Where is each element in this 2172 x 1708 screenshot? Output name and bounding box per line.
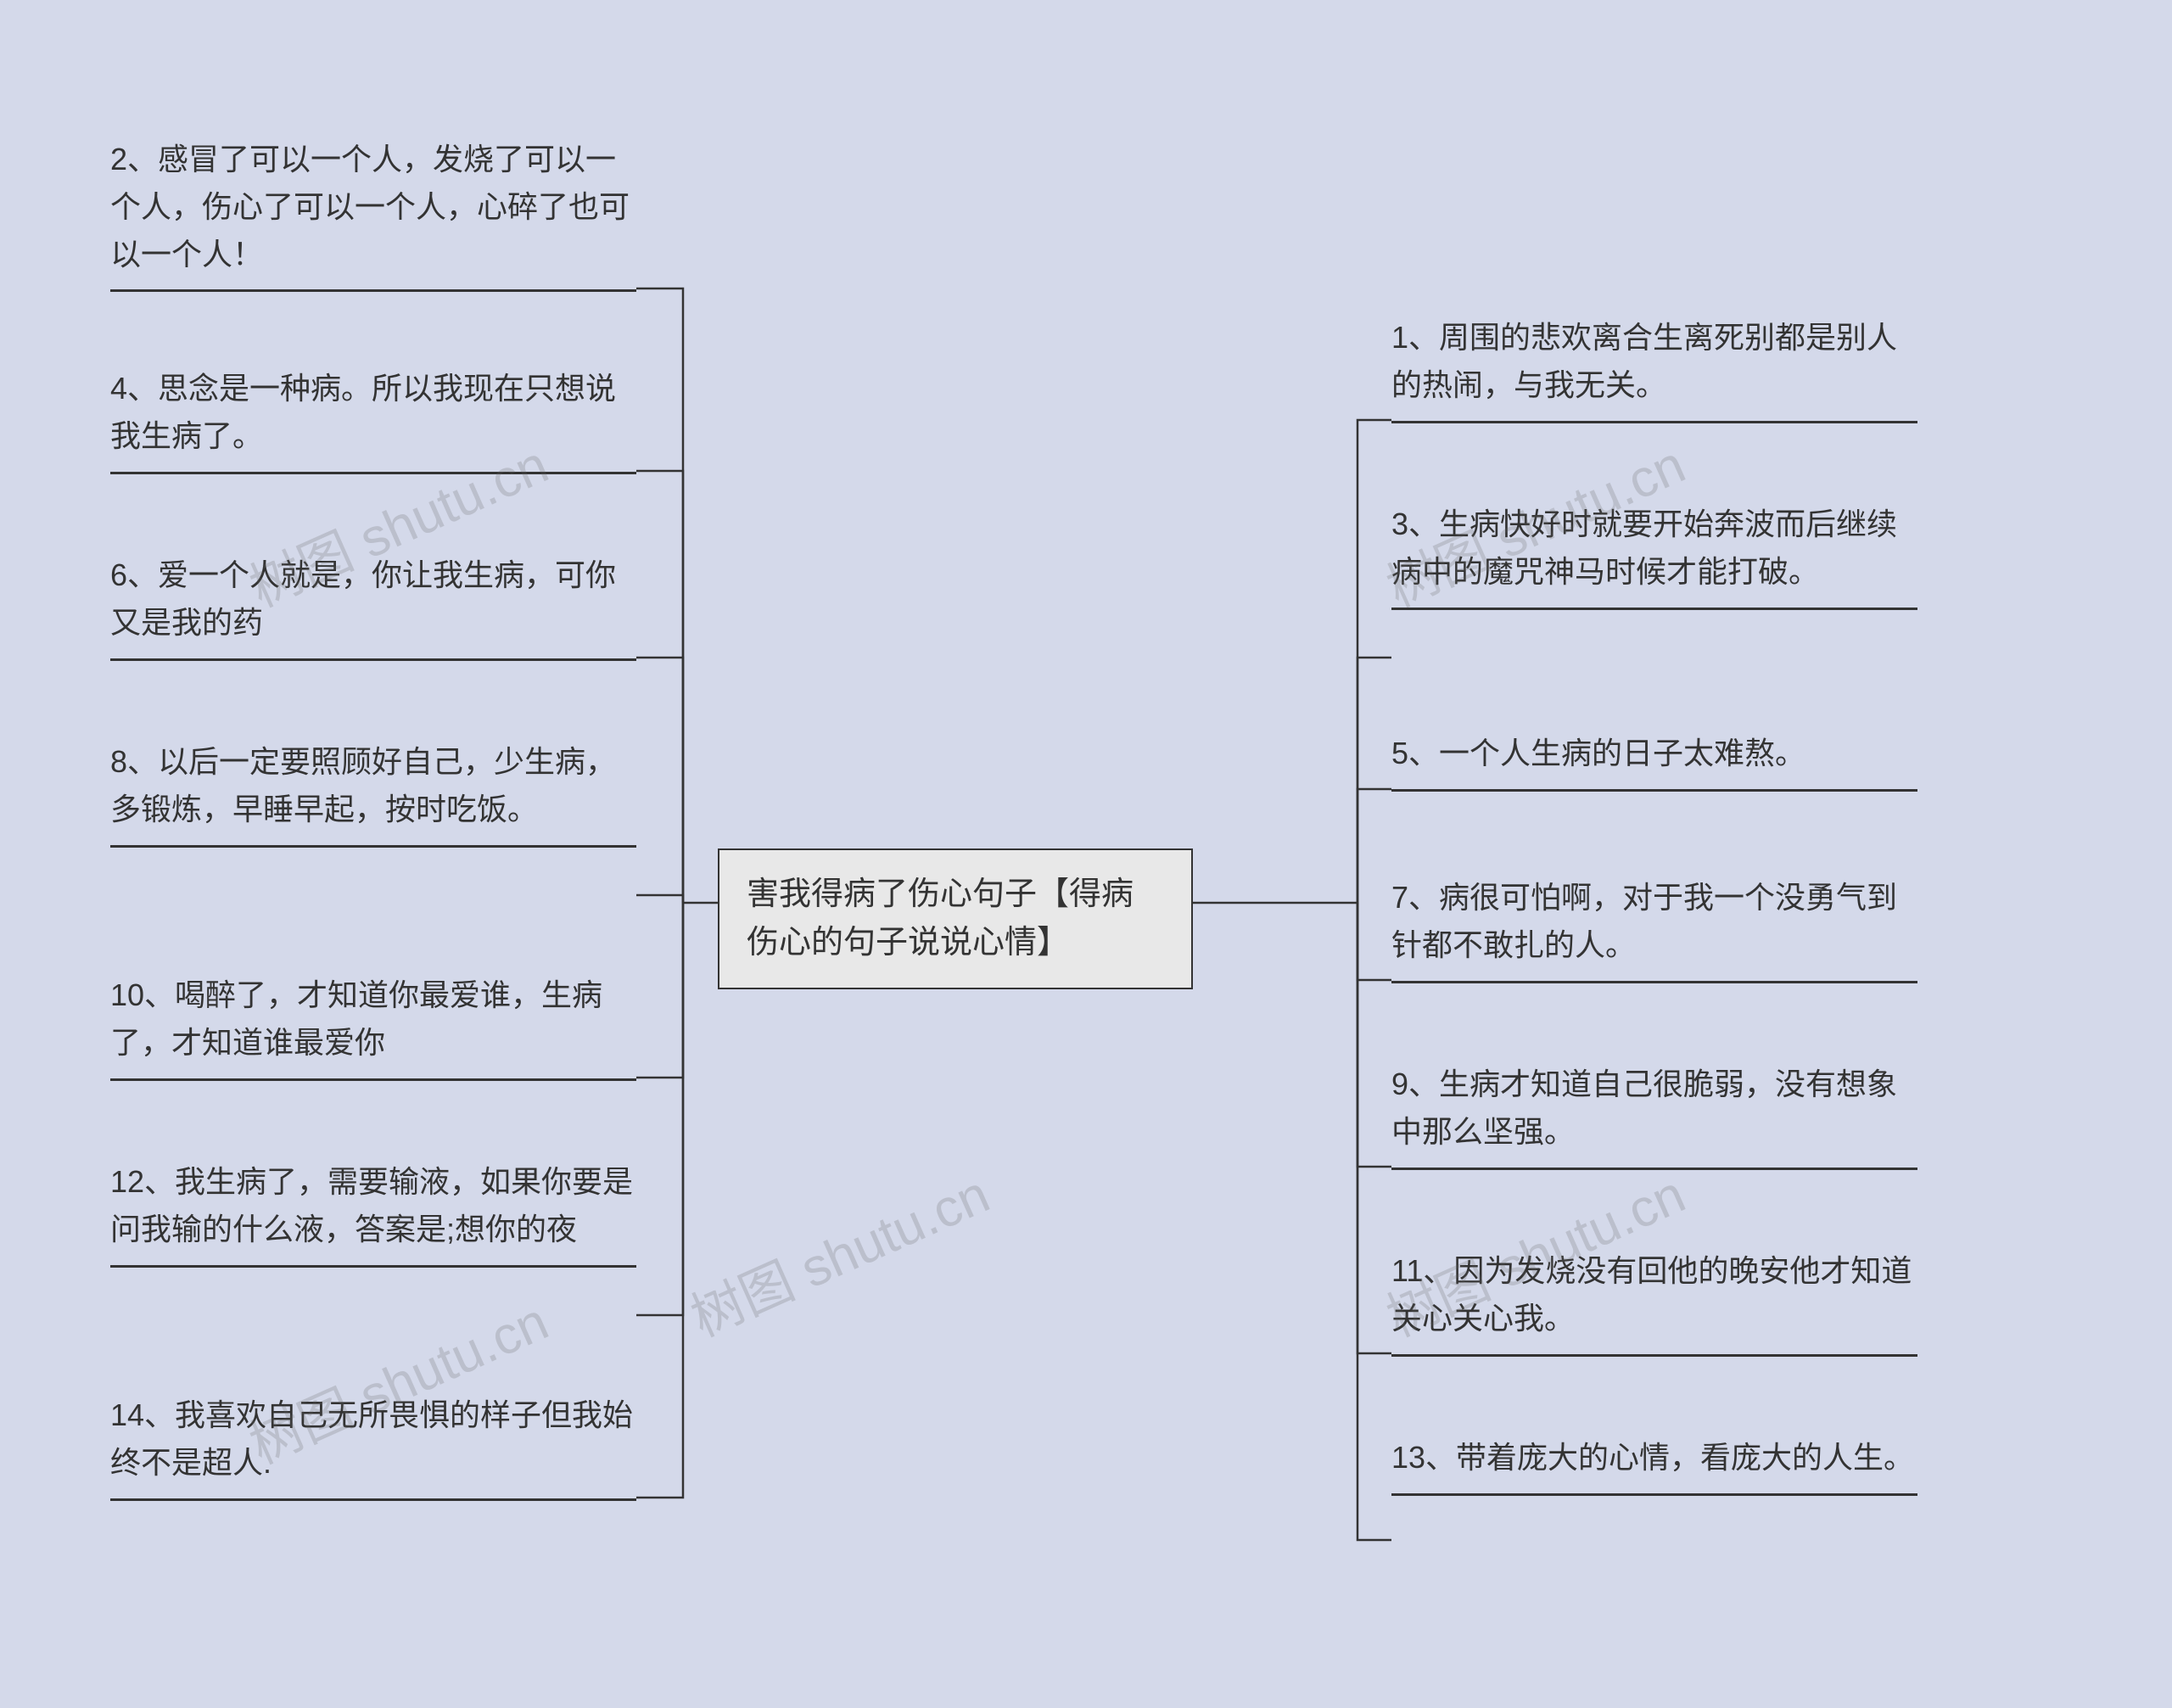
mindmap-canvas: 害我得病了伤心句子【得病伤心的句子说说心情】 2、感冒了可以一个人，发烧了可以一… xyxy=(0,0,2172,1708)
node-text: 14、我喜欢自己无所畏惧的样子但我始终不是超人. xyxy=(110,1397,633,1480)
right-node-11[interactable]: 11、因为发烧没有回他的晚安他才知道关心关心我。 xyxy=(1391,1247,1917,1357)
node-text: 10、喝醉了，才知道你最爱谁，生病了，才知道谁最爱你 xyxy=(110,977,602,1060)
right-node-1[interactable]: 1、周围的悲欢离合生离死别都是别人的热闹，与我无关。 xyxy=(1391,314,1917,423)
right-node-13[interactable]: 13、带着庞大的心情，看庞大的人生。 xyxy=(1391,1434,1917,1496)
center-topic-text: 害我得病了伤心句子【得病伤心的句子说说心情】 xyxy=(747,876,1134,960)
node-text: 13、带着庞大的心情，看庞大的人生。 xyxy=(1391,1440,1914,1475)
node-text: 12、我生病了，需要输液，如果你要是问我输的什么液，答案是;想你的夜 xyxy=(110,1164,633,1246)
node-text: 2、感冒了可以一个人，发烧了可以一个人，伤心了可以一个人，心碎了也可以一个人！ xyxy=(110,142,630,272)
left-node-12[interactable]: 12、我生病了，需要输液，如果你要是问我输的什么液，答案是;想你的夜 xyxy=(110,1158,636,1268)
left-node-2[interactable]: 2、感冒了可以一个人，发烧了可以一个人，伤心了可以一个人，心碎了也可以一个人！ xyxy=(110,136,636,292)
node-text: 11、因为发烧没有回他的晚安他才知道关心关心我。 xyxy=(1391,1253,1912,1336)
right-node-7[interactable]: 7、病很可怕啊，对于我一个没勇气到针都不敢扎的人。 xyxy=(1391,874,1917,983)
right-node-5[interactable]: 5、一个人生病的日子太难熬。 xyxy=(1391,730,1917,792)
left-node-8[interactable]: 8、以后一定要照顾好自己，少生病，多锻炼，早睡早起，按时吃饭。 xyxy=(110,738,636,848)
watermark-text: 树图 shutu.cn xyxy=(683,1165,998,1348)
node-text: 6、爱一个人就是，你让我生病，可你又是我的药 xyxy=(110,557,616,640)
left-node-14[interactable]: 14、我喜欢自己无所畏惧的样子但我始终不是超人. xyxy=(110,1392,636,1501)
node-text: 1、周围的悲欢离合生离死别都是别人的热闹，与我无关。 xyxy=(1391,320,1897,402)
node-text: 5、一个人生病的日子太难熬。 xyxy=(1391,736,1805,770)
node-text: 3、生病快好时就要开始奔波而后继续病中的魔咒神马时候才能打破。 xyxy=(1391,507,1897,589)
watermark: 树图 shutu.cn xyxy=(677,1152,999,1352)
node-text: 7、病很可怕啊，对于我一个没勇气到针都不敢扎的人。 xyxy=(1391,880,1897,962)
center-topic[interactable]: 害我得病了伤心句子【得病伤心的句子说说心情】 xyxy=(718,848,1193,989)
right-node-9[interactable]: 9、生病才知道自己很脆弱，没有想象中那么坚强。 xyxy=(1391,1061,1917,1170)
left-node-6[interactable]: 6、爱一个人就是，你让我生病，可你又是我的药 xyxy=(110,552,636,661)
node-text: 8、以后一定要照顾好自己，少生病，多锻炼，早睡早起，按时吃饭。 xyxy=(110,744,616,826)
right-node-3[interactable]: 3、生病快好时就要开始奔波而后继续病中的魔咒神马时候才能打破。 xyxy=(1391,501,1917,610)
node-text: 4、思念是一种病。所以我现在只想说我生病了。 xyxy=(110,371,616,453)
left-node-4[interactable]: 4、思念是一种病。所以我现在只想说我生病了。 xyxy=(110,365,636,474)
node-text: 9、生病才知道自己很脆弱，没有想象中那么坚强。 xyxy=(1391,1067,1897,1149)
left-node-10[interactable]: 10、喝醉了，才知道你最爱谁，生病了，才知道谁最爱你 xyxy=(110,972,636,1081)
